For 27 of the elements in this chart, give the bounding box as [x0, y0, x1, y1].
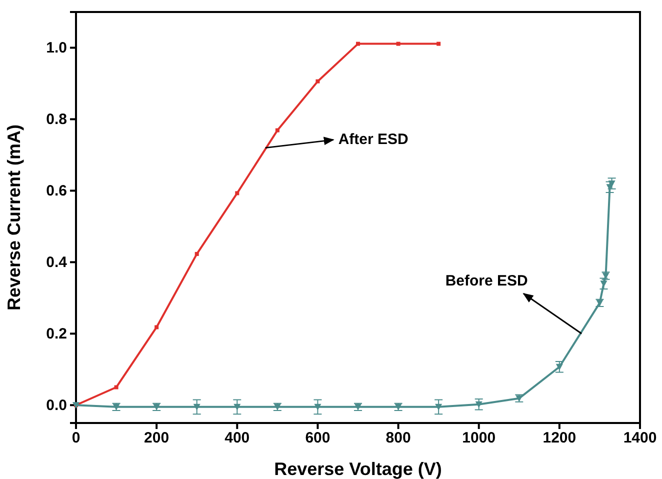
x-tick-label: 600 [305, 430, 330, 447]
x-axis-title: Reverse Voltage (V) [274, 459, 442, 479]
point [316, 79, 320, 84]
point [356, 42, 360, 46]
point [275, 128, 280, 132]
point [235, 191, 240, 196]
point [396, 42, 400, 46]
y-tick-label: 1.0 [46, 40, 67, 57]
x-tick-label: 0 [72, 430, 80, 447]
annotation: Before ESD [445, 272, 528, 290]
annotation: After ESD [338, 130, 409, 148]
y-tick-label: 0.0 [46, 396, 67, 414]
y-axis-title: Reverse Current (mA) [4, 124, 24, 311]
y-tick-label: 0.6 [46, 182, 67, 200]
x-tick-label: 200 [144, 430, 170, 447]
y-tick-label: 0.8 [46, 111, 67, 128]
point [194, 252, 199, 256]
y-tick-label: 0.2 [46, 325, 67, 342]
point [154, 325, 159, 330]
x-tick-label: 1000 [462, 430, 496, 447]
x-tick-label: 800 [386, 430, 411, 447]
point [114, 385, 118, 390]
y-tick-label: 0.4 [46, 254, 68, 271]
x-tick-label: 400 [224, 430, 250, 447]
x-tick-label: 1200 [542, 430, 576, 447]
x-tick-label: 1400 [623, 430, 657, 447]
point [436, 42, 441, 46]
